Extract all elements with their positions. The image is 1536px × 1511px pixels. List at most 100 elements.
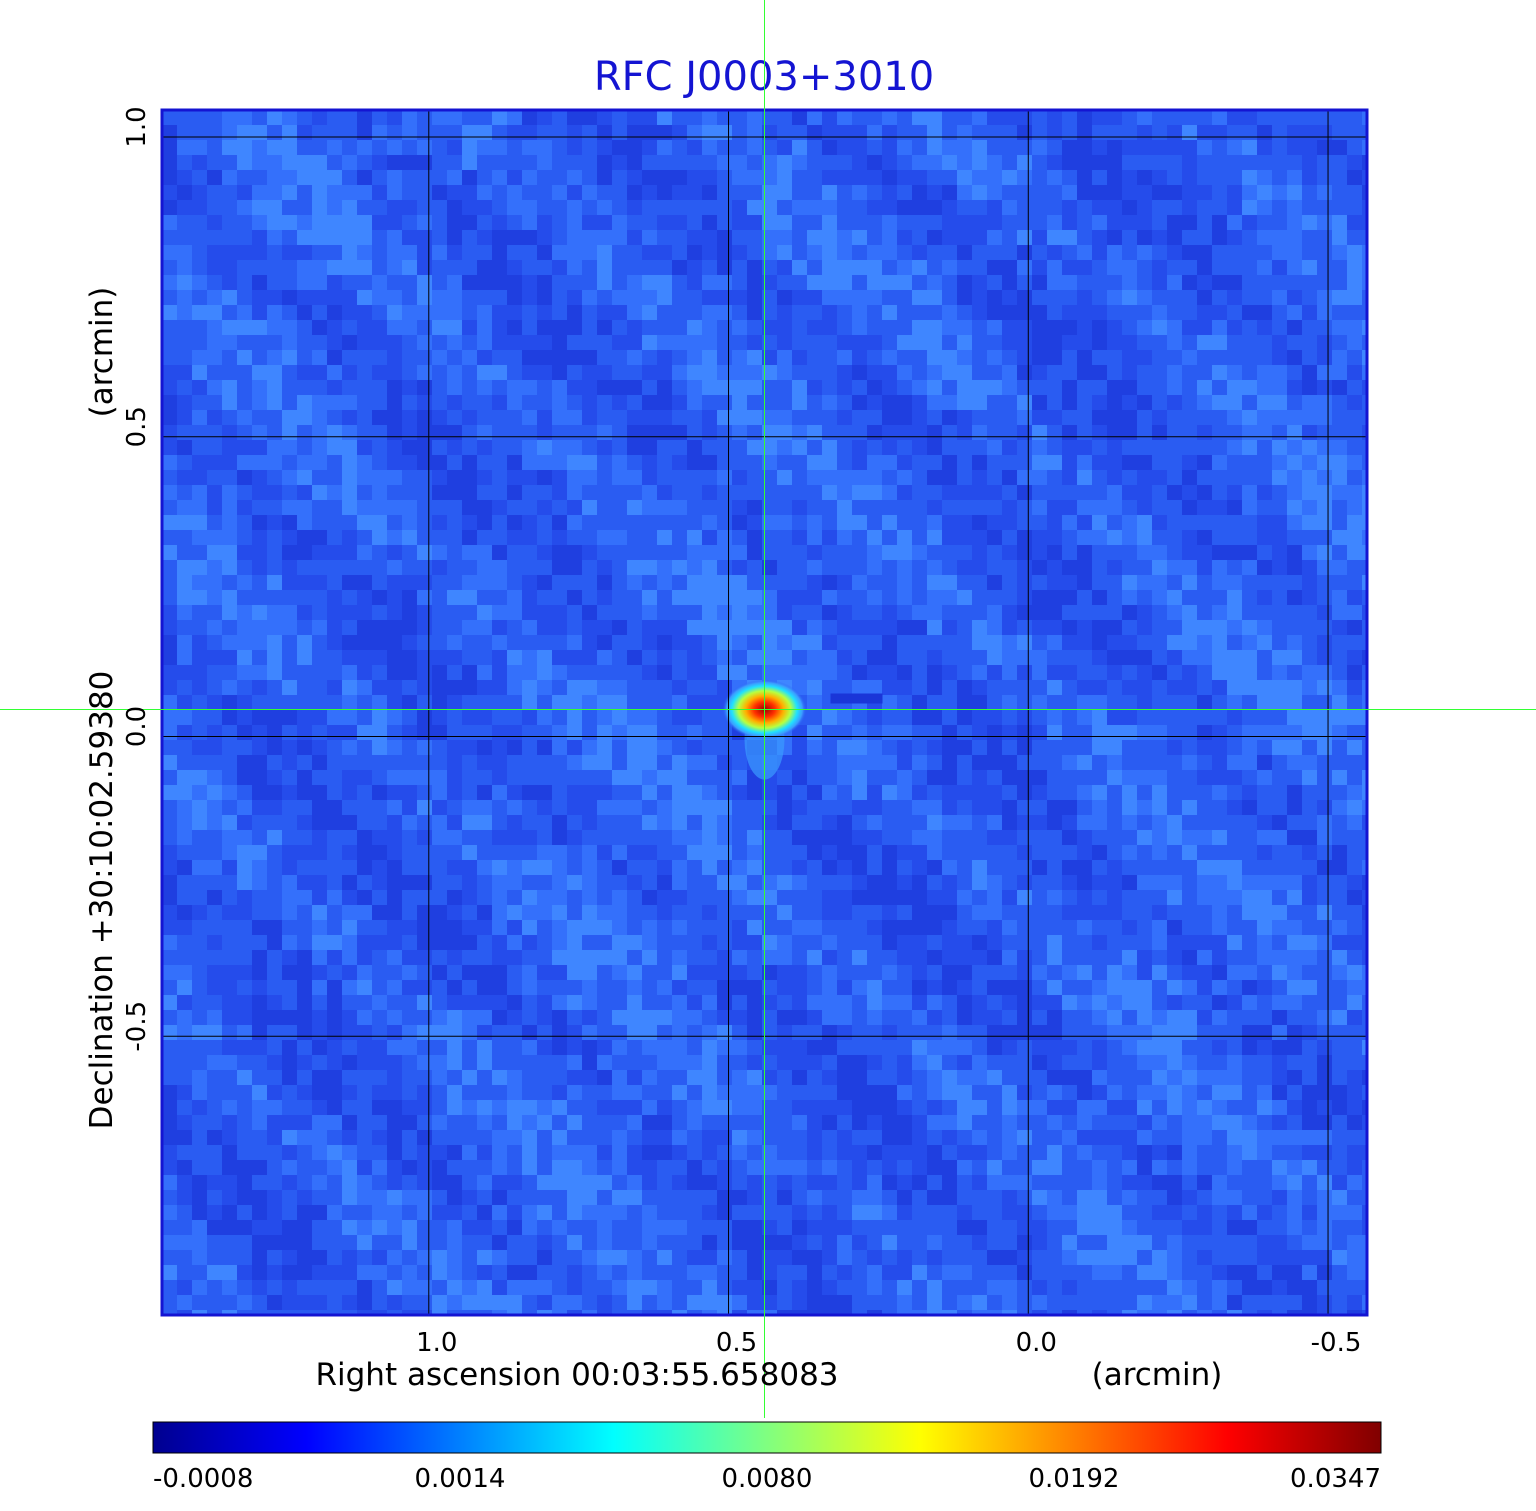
noise-cell bbox=[402, 620, 417, 635]
noise-cell bbox=[582, 1070, 597, 1085]
noise-cell bbox=[882, 365, 897, 380]
noise-cell bbox=[342, 845, 357, 860]
noise-cell bbox=[1302, 500, 1317, 515]
noise-cell bbox=[717, 1010, 732, 1025]
noise-cell bbox=[1332, 230, 1347, 245]
noise-cell bbox=[942, 620, 957, 635]
noise-cell bbox=[267, 1205, 282, 1220]
noise-cell bbox=[1362, 605, 1367, 620]
noise-cell bbox=[972, 635, 987, 650]
noise-cell bbox=[747, 1250, 762, 1265]
noise-cell bbox=[912, 395, 927, 410]
noise-cell bbox=[612, 950, 627, 965]
noise-cell bbox=[1062, 470, 1077, 485]
noise-cell bbox=[822, 785, 837, 800]
noise-cell bbox=[762, 1250, 777, 1265]
noise-cell bbox=[702, 1280, 717, 1295]
noise-cell bbox=[177, 1025, 192, 1040]
noise-cell bbox=[207, 935, 222, 950]
noise-cell bbox=[1017, 1175, 1032, 1190]
noise-cell bbox=[792, 995, 807, 1010]
noise-cell bbox=[372, 620, 387, 635]
noise-cell bbox=[237, 1010, 252, 1025]
noise-cell bbox=[282, 1115, 297, 1130]
noise-cell bbox=[432, 1205, 447, 1220]
noise-cell bbox=[1317, 635, 1332, 650]
noise-cell bbox=[417, 950, 432, 965]
noise-cell bbox=[162, 710, 177, 725]
noise-cell bbox=[777, 290, 792, 305]
noise-cell bbox=[507, 935, 522, 950]
noise-cell bbox=[522, 350, 537, 365]
noise-cell bbox=[477, 140, 492, 155]
noise-cell bbox=[837, 470, 852, 485]
noise-cell bbox=[987, 1160, 1002, 1175]
noise-cell bbox=[357, 1055, 372, 1070]
noise-cell bbox=[1137, 230, 1152, 245]
noise-cell bbox=[1362, 515, 1367, 530]
noise-cell bbox=[477, 740, 492, 755]
noise-cell bbox=[702, 905, 717, 920]
noise-cell bbox=[267, 605, 282, 620]
noise-cell bbox=[1257, 905, 1272, 920]
noise-cell bbox=[942, 1175, 957, 1190]
noise-cell bbox=[447, 695, 462, 710]
noise-cell bbox=[552, 395, 567, 410]
noise-cell bbox=[177, 1235, 192, 1250]
noise-cell bbox=[432, 545, 447, 560]
noise-cell bbox=[822, 1070, 837, 1085]
noise-cell bbox=[1287, 800, 1302, 815]
noise-cell bbox=[417, 1130, 432, 1145]
noise-cell bbox=[732, 920, 747, 935]
noise-cell bbox=[792, 590, 807, 605]
noise-cell bbox=[282, 1235, 297, 1250]
noise-cell bbox=[357, 470, 372, 485]
noise-cell bbox=[312, 1115, 327, 1130]
noise-cell bbox=[807, 740, 822, 755]
noise-cell bbox=[1002, 800, 1017, 815]
noise-cell bbox=[417, 650, 432, 665]
noise-cell bbox=[402, 425, 417, 440]
noise-cell bbox=[792, 1280, 807, 1295]
noise-cell bbox=[432, 800, 447, 815]
noise-cell bbox=[1092, 335, 1107, 350]
noise-cell bbox=[822, 1100, 837, 1115]
noise-cell bbox=[1047, 680, 1062, 695]
noise-cell bbox=[672, 875, 687, 890]
noise-cell bbox=[957, 1220, 972, 1235]
noise-cell bbox=[687, 1160, 702, 1175]
noise-cell bbox=[282, 755, 297, 770]
noise-cell bbox=[807, 1190, 822, 1205]
noise-cell bbox=[192, 800, 207, 815]
noise-cell bbox=[282, 1250, 297, 1265]
noise-cell bbox=[927, 620, 942, 635]
noise-cell bbox=[312, 890, 327, 905]
noise-cell bbox=[1332, 380, 1347, 395]
noise-cell bbox=[972, 1310, 987, 1315]
noise-cell bbox=[777, 800, 792, 815]
noise-cell bbox=[1257, 1040, 1272, 1055]
noise-cell bbox=[687, 1250, 702, 1265]
noise-cell bbox=[852, 1145, 867, 1160]
noise-cell bbox=[762, 200, 777, 215]
noise-cell bbox=[837, 575, 852, 590]
noise-cell bbox=[987, 1310, 1002, 1315]
noise-cell bbox=[507, 185, 522, 200]
noise-cell bbox=[1272, 470, 1287, 485]
noise-cell bbox=[1287, 875, 1302, 890]
noise-cell bbox=[462, 875, 477, 890]
noise-cell bbox=[1317, 1145, 1332, 1160]
noise-cell bbox=[1092, 215, 1107, 230]
noise-cell bbox=[672, 260, 687, 275]
noise-cell bbox=[177, 695, 192, 710]
noise-cell bbox=[447, 1295, 462, 1310]
noise-cell bbox=[732, 950, 747, 965]
noise-cell bbox=[1347, 890, 1362, 905]
noise-cell bbox=[1077, 1085, 1092, 1100]
noise-cell bbox=[477, 920, 492, 935]
noise-cell bbox=[792, 380, 807, 395]
noise-cell bbox=[477, 680, 492, 695]
noise-cell bbox=[912, 380, 927, 395]
noise-cell bbox=[387, 905, 402, 920]
noise-cell bbox=[627, 500, 642, 515]
